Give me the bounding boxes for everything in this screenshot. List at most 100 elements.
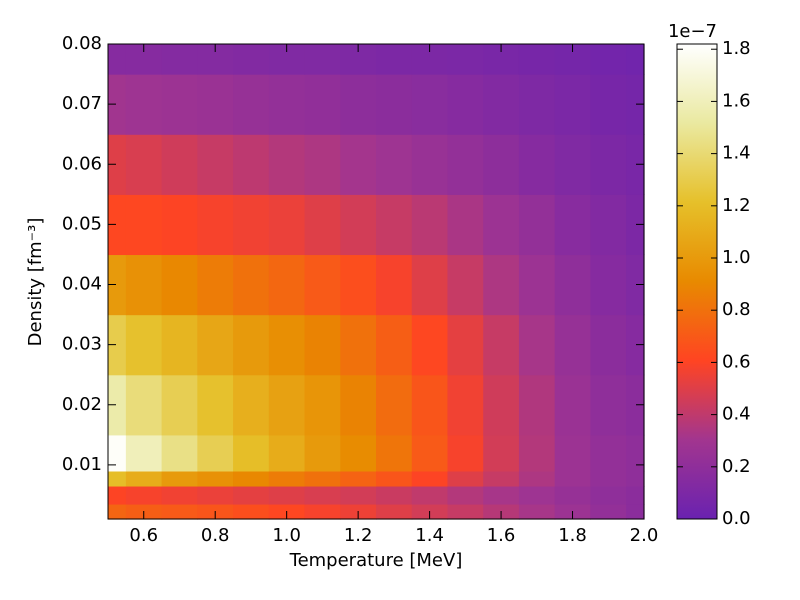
heatmap-cell [626,74,645,135]
heatmap-cell [125,374,163,436]
heatmap-cell [483,314,520,376]
heatmap-cell [340,194,377,256]
heatmap-cell [411,485,449,505]
heatmap-cell [376,503,413,520]
heatmap-cell [411,434,449,472]
heatmap-cell [518,503,556,520]
heatmap-cell [304,434,341,472]
heatmap-cell [125,254,163,316]
x-axis-label: Temperature [MeV] [289,550,463,571]
x-tick-label: 1.8 [558,525,587,546]
heatmap-cell [590,434,627,472]
heatmap-cell [554,74,591,135]
heatmap-cell [411,74,449,135]
heatmap-cell [626,314,645,376]
heatmap-cell [447,44,484,75]
heatmap-cell [161,254,198,316]
heatmap-cell [197,314,234,376]
heatmap-cell [268,74,306,135]
heatmap-cell [161,470,198,487]
heatmap-cell [304,194,341,256]
heatmap-cell [161,194,198,256]
colorbar-tick-label: 0.0 [722,508,751,529]
y-tick-label: 0.08 [62,33,102,54]
colorbar-tick-label: 1.8 [722,38,751,59]
heatmap-cell [268,254,306,316]
heatmap-cell [233,44,270,75]
heatmap-cell [197,254,234,316]
heatmap-cell [483,254,520,316]
heatmap-cell [518,434,556,472]
y-tick-label: 0.06 [62,153,102,174]
heatmap-cell [376,194,413,256]
heatmap-cell [304,74,341,135]
heatmap-cell [518,134,556,195]
heatmap-cell [197,74,234,135]
heatmap-cell [590,503,627,520]
heatmap-cell [108,74,127,135]
heatmap-cell [268,134,306,195]
heatmap-cell [590,314,627,376]
heatmap-cell [483,74,520,135]
heatmap-cell [161,503,198,520]
heatmap-cell [268,434,306,472]
heatmap-cell [268,314,306,376]
heatmap-cell [518,254,556,316]
heatmap-cell [304,134,341,195]
heatmap-cell [554,470,591,487]
heatmap-cell [233,314,270,376]
heatmap-cell [197,374,234,436]
heatmap-cell [518,194,556,256]
heatmap-cell [304,44,341,75]
heatmap-cell [376,74,413,135]
heatmap-cell [411,314,449,376]
heatmap-cell [197,194,234,256]
heatmap-cell [483,470,520,487]
heatmap-cell [590,134,627,195]
heatmap-cell [626,194,645,256]
heatmap-cell [554,134,591,195]
heatmap-cell [554,434,591,472]
heatmap-cell [518,44,556,75]
heatmap-cell [447,503,484,520]
heatmap-cell [590,194,627,256]
heatmap-cell [447,134,484,195]
heatmap-cell [108,254,127,316]
heatmap-cell [411,194,449,256]
heatmap-cell [108,194,127,256]
heatmap-cell [518,470,556,487]
heatmap-cell [268,485,306,505]
heatmap-cell [590,374,627,436]
heatmap-cell [483,194,520,256]
x-tick-label: 1.6 [487,525,516,546]
heatmap-cell [447,434,484,472]
heatmap-cell [108,374,127,436]
heatmap-cell [590,470,627,487]
heatmap-cell [108,314,127,376]
heatmap-cell [108,434,127,472]
y-tick-label: 0.01 [62,454,102,475]
heatmap-cell [447,74,484,135]
heatmap-cell [447,254,484,316]
heatmap-cell [125,74,163,135]
heatmap-cell [233,134,270,195]
heatmap-cell [590,485,627,505]
heatmap-cell [268,470,306,487]
heatmap-cell [125,134,163,195]
heatmap-cell [447,194,484,256]
heatmap-cell [108,470,127,487]
heatmap-cell [340,314,377,376]
heatmap-cell [376,44,413,75]
heatmap-cell [554,374,591,436]
heatmap-cell [233,194,270,256]
heatmap-cell [233,470,270,487]
heatmap-cell [197,134,234,195]
heatmap-cell [233,503,270,520]
heatmap-cell [626,470,645,487]
colorbar-tick-label: 1.6 [722,90,751,111]
heatmap-cell [125,470,163,487]
heatmap-cell [518,374,556,436]
colorbar-tick-label: 0.6 [722,351,751,372]
heatmap-cell [304,485,341,505]
